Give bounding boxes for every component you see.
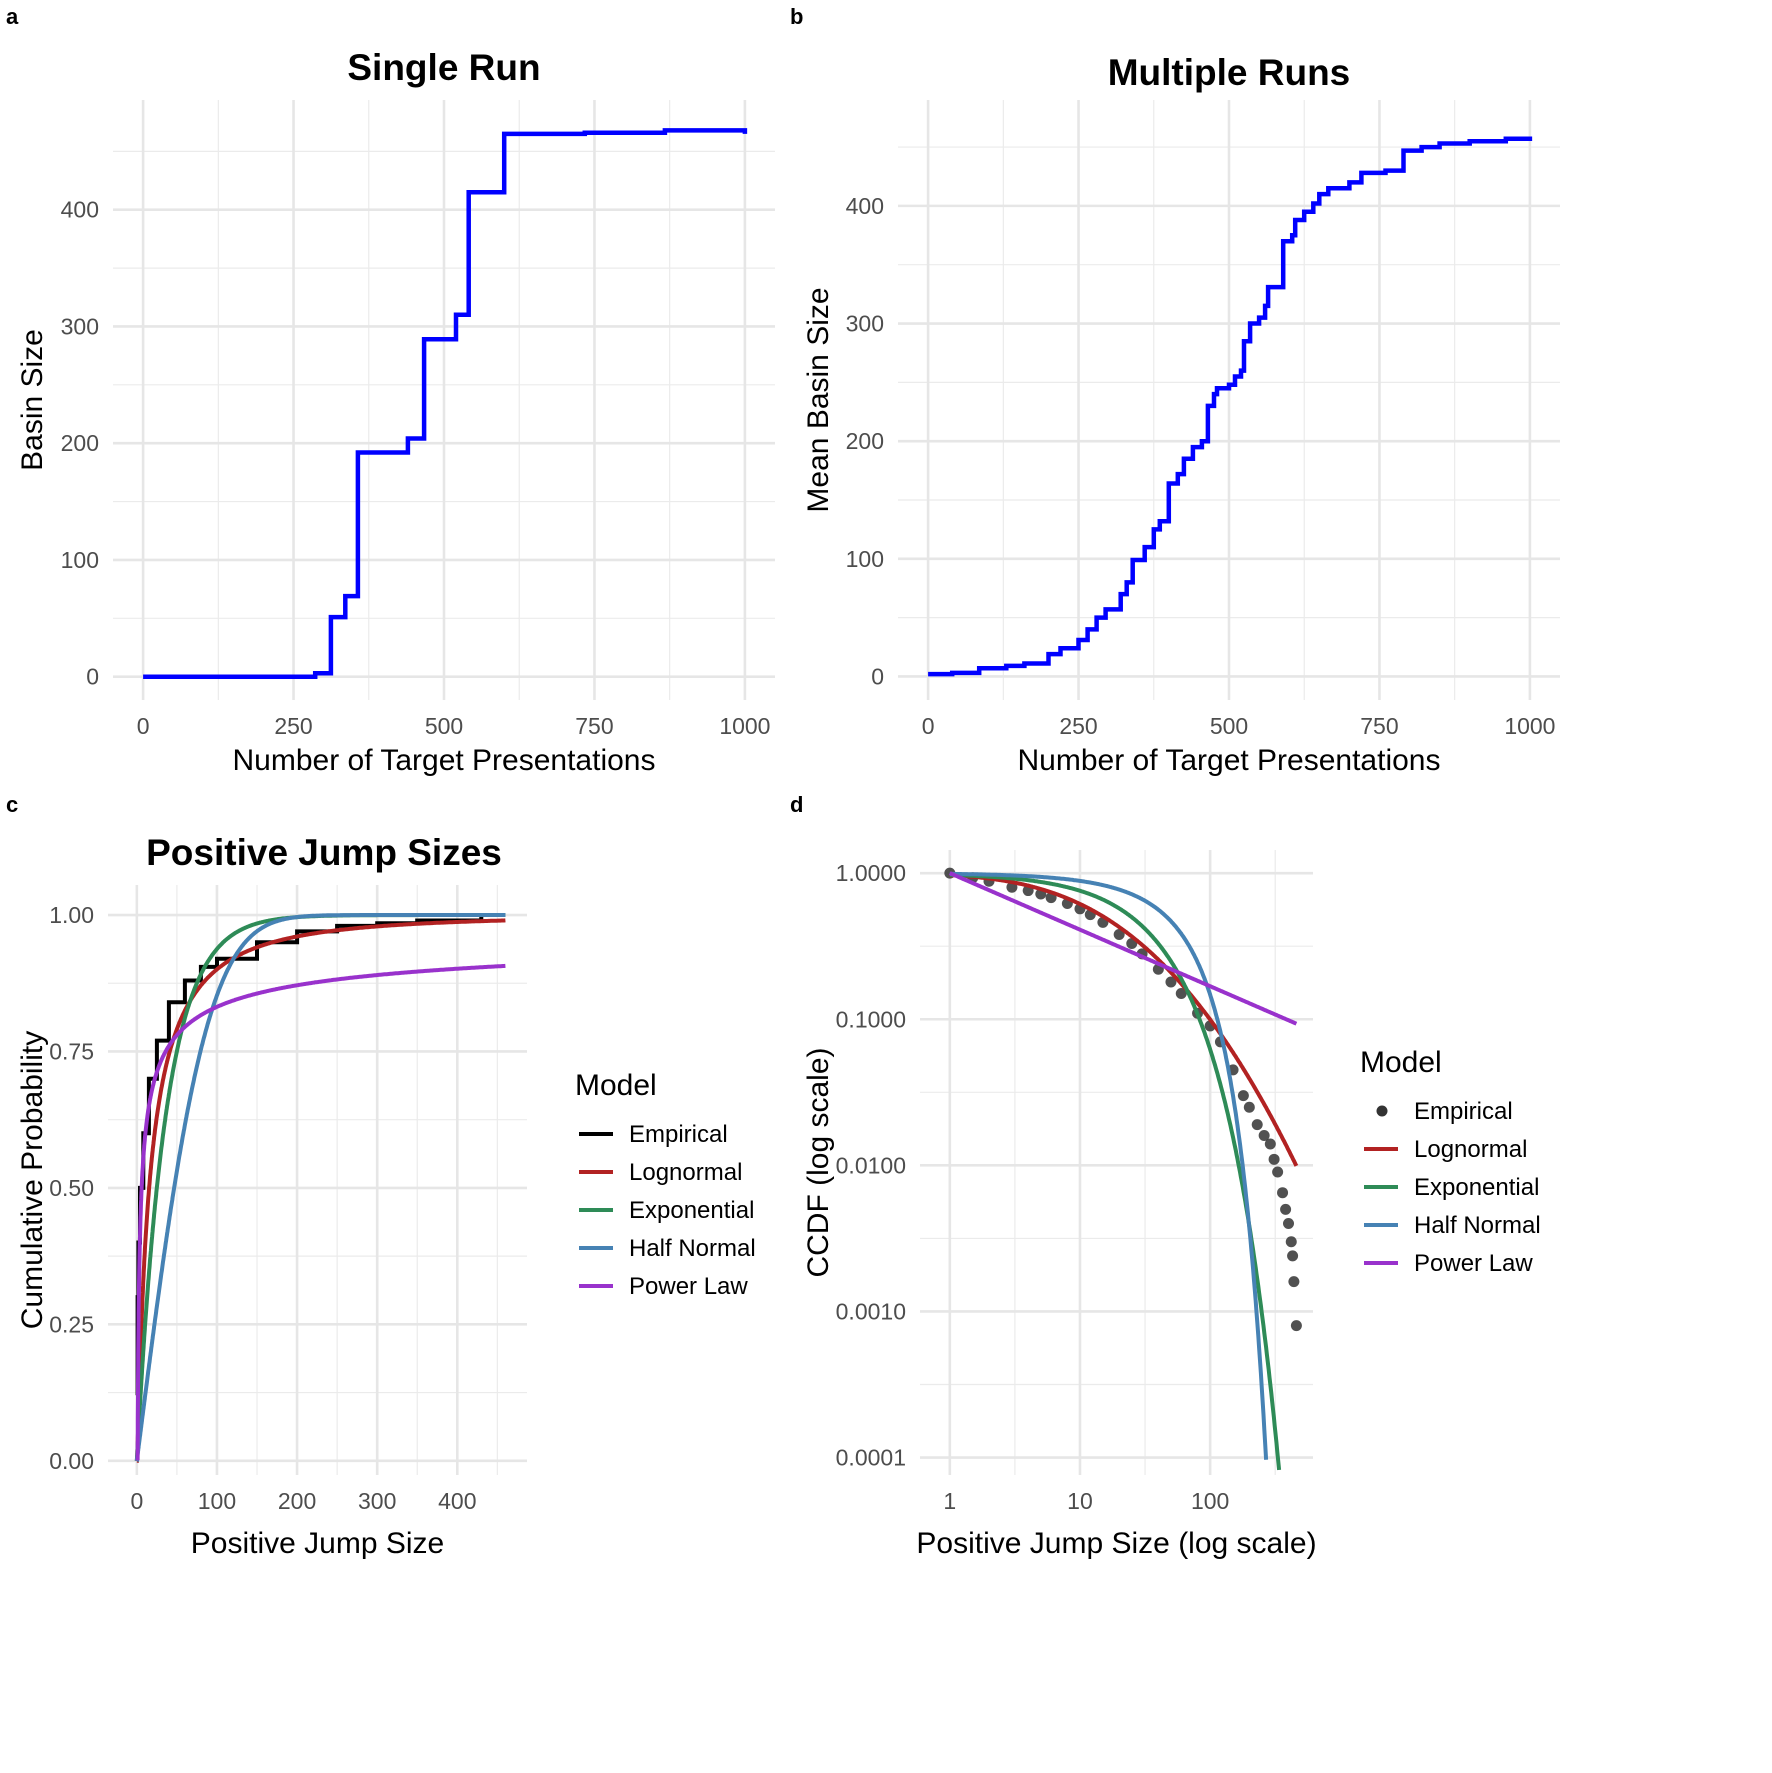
chart-title: Positive Jump Sizes	[146, 832, 502, 873]
x-axis-title: Positive Jump Size (log scale)	[916, 1527, 1316, 1560]
empirical-point	[1287, 1250, 1299, 1262]
empirical-point	[1288, 1276, 1300, 1288]
model-curve-lognormal	[949, 873, 1299, 1167]
x-tick-label: 0	[137, 713, 150, 739]
x-tick-label: 750	[1360, 713, 1398, 739]
y-axis-title: Basin Size	[16, 329, 49, 471]
y-tick-label: 0	[86, 664, 99, 690]
x-tick-label: 10	[1067, 1488, 1093, 1514]
legend-label: Exponential	[1414, 1174, 1539, 1201]
x-tick-label: 0	[130, 1488, 143, 1514]
empirical-point	[1268, 1153, 1280, 1165]
y-tick-label: 1.0000	[836, 860, 906, 886]
legend-label: Empirical	[629, 1121, 728, 1148]
model-curve-half-normal	[949, 871, 1269, 1460]
panel-label-b: b	[790, 4, 803, 29]
panel-b: 0 250 500 750 1000 0 100 200 300 400 Multiple Runs…	[802, 52, 1560, 777]
y-tick-label: 200	[61, 430, 99, 456]
empirical-point	[1280, 1203, 1292, 1215]
y-tick-label: 100	[846, 546, 884, 572]
empirical-point	[1113, 929, 1125, 941]
empirical-point	[1272, 1166, 1284, 1178]
panel-c: 0 100 200 300 400 0.00 0.25 0.50 0.75 1.00 Positiv…	[16, 832, 756, 1560]
y-tick-label: 0.00	[49, 1448, 94, 1474]
legend-label: Half Normal	[629, 1235, 756, 1262]
y-tick-label: 1.00	[49, 902, 94, 928]
empirical-point	[1251, 1119, 1263, 1131]
x-axis-title: Number of Target Presentations	[1017, 744, 1440, 777]
y-tick-label: 0.0001	[836, 1445, 906, 1471]
empirical-point	[1243, 1101, 1255, 1113]
y-tick-label: 300	[61, 313, 99, 339]
y-axis-title: Cumulative Probability	[16, 1031, 49, 1329]
x-tick-label: 1000	[719, 713, 770, 739]
x-tick-label: 1	[943, 1488, 956, 1514]
legend-label: Power Law	[629, 1273, 748, 1300]
y-tick-label: 400	[61, 197, 99, 223]
empirical-point	[1290, 1320, 1302, 1332]
x-tick-label: 400	[438, 1488, 476, 1514]
model-curve-lognormal	[134, 918, 506, 1463]
y-tick-label: 100	[61, 547, 99, 573]
legend: Model Empirical Lognormal Exponential Half N…	[1360, 1046, 1541, 1277]
panel-d: 1 10 100 1.0000 0.1000 0.0100 0.0010 0.0001 Posi…	[802, 850, 1541, 1560]
x-tick-label: 0	[922, 713, 935, 739]
empirical-point	[1258, 1130, 1270, 1142]
y-tick-label: 0.50	[49, 1175, 94, 1201]
legend-label: Power Law	[1414, 1250, 1533, 1277]
x-tick-label: 500	[425, 713, 463, 739]
legend-key-empirical	[1376, 1105, 1388, 1117]
model-curve-exponential	[949, 872, 1282, 1471]
empirical-point	[1175, 988, 1187, 1000]
x-tick-label: 300	[358, 1488, 396, 1514]
y-tick-label: 0.0010	[836, 1298, 906, 1324]
y-tick-label: 0.25	[49, 1311, 94, 1337]
y-tick-label: 400	[846, 193, 884, 219]
empirical-point	[1283, 1218, 1295, 1230]
chart-title: Multiple Runs	[1108, 52, 1351, 93]
step-line-series	[928, 136, 1533, 677]
legend-label: Lognormal	[629, 1159, 742, 1186]
empirical-point	[1277, 1187, 1289, 1199]
empirical-point	[1237, 1090, 1249, 1102]
y-tick-label: 300	[846, 311, 884, 337]
x-tick-label: 750	[575, 713, 613, 739]
y-tick-label: 0.0100	[836, 1152, 906, 1178]
panel-label-d: d	[790, 792, 803, 817]
legend-label: Half Normal	[1414, 1212, 1541, 1239]
legend-label: Empirical	[1414, 1098, 1513, 1125]
panel-a: 0 250 500 750 1000 0 100 200 300 400 Single Run Num…	[16, 47, 775, 777]
legend-title: Model	[575, 1069, 657, 1102]
empirical-point	[1285, 1236, 1297, 1248]
model-curve-power-law	[948, 871, 1298, 1026]
legend-label: Lognormal	[1414, 1136, 1527, 1163]
x-axis-title: Positive Jump Size	[191, 1527, 444, 1560]
empirical-point	[1264, 1138, 1276, 1150]
y-tick-label: 0.75	[49, 1038, 94, 1064]
x-tick-label: 250	[274, 713, 312, 739]
x-tick-label: 1000	[1504, 713, 1555, 739]
legend-title: Model	[1360, 1046, 1442, 1079]
y-tick-label: 0.1000	[836, 1006, 906, 1032]
model-curve-half-normal	[134, 913, 506, 1463]
y-axis-title: Mean Basin Size	[802, 287, 835, 512]
chart-title: Single Run	[347, 47, 540, 88]
x-tick-label: 100	[198, 1488, 236, 1514]
step-line-series	[143, 128, 748, 679]
x-tick-label: 500	[1210, 713, 1248, 739]
x-axis-title: Number of Target Presentations	[232, 744, 655, 777]
model-curve-power-law	[135, 963, 506, 1461]
x-tick-label: 200	[278, 1488, 316, 1514]
y-tick-label: 0	[871, 663, 884, 689]
x-tick-label: 100	[1191, 1488, 1229, 1514]
panel-label-c: c	[6, 792, 18, 817]
x-tick-label: 250	[1059, 713, 1097, 739]
legend: Model Empirical Lognormal Exponential Half N…	[575, 1069, 756, 1300]
empirical-point	[1165, 976, 1177, 988]
panel-label-a: a	[6, 4, 19, 29]
legend-label: Exponential	[629, 1197, 754, 1224]
y-tick-label: 200	[846, 428, 884, 454]
y-axis-title: CCDF (log scale)	[802, 1047, 835, 1277]
